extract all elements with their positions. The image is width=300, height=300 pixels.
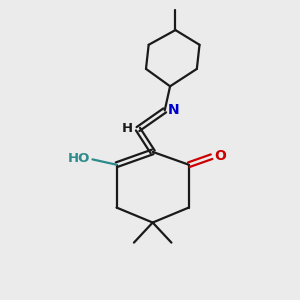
- Text: H: H: [122, 122, 133, 135]
- Text: HO: HO: [68, 152, 90, 164]
- Text: O: O: [214, 149, 226, 163]
- Text: N: N: [168, 103, 180, 117]
